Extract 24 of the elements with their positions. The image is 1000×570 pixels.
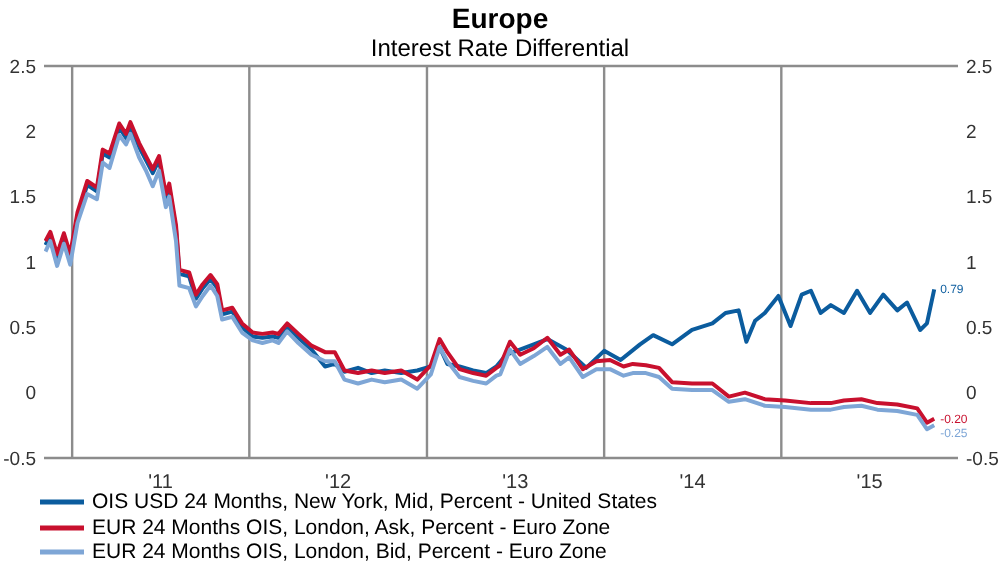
legend-label: EUR 24 Months OIS, London, Ask, Percent - Euro Zone	[92, 515, 611, 540]
chart-subtitle: Interest Rate Differential	[370, 34, 630, 62]
x-tick-label: '14	[679, 472, 707, 495]
y2-tick-label: 2.5	[966, 56, 993, 79]
y-tick-label: -0.5	[3, 448, 36, 471]
y-tick-label: 2	[25, 122, 36, 145]
y2-tick-label: 1.5	[966, 187, 993, 210]
legend-label: OIS USD 24 Months, New York, Mid, Percent - United States	[92, 490, 657, 515]
x-tick-label: '12	[325, 472, 353, 495]
chart-title: Europe	[449, 2, 551, 34]
x-tick-label: '13	[502, 472, 530, 495]
x-tick-label: '11	[148, 472, 174, 495]
y2-tick-label: 2	[966, 122, 977, 145]
y-tick-label: 0	[25, 383, 36, 406]
y2-tick-label: 1	[966, 252, 977, 275]
y2-tick-label: 0.5	[966, 318, 993, 341]
y2-tick-label: 0	[966, 383, 977, 406]
y-tick-label: 2.5	[9, 56, 36, 79]
x-tick-label: '15	[856, 472, 884, 495]
legend-label: EUR 24 Months OIS, London, Bid, Percent - Euro Zone	[92, 540, 607, 565]
y-tick-label: 0.5	[9, 318, 36, 341]
y-tick-label: 1.5	[9, 187, 36, 210]
y2-tick-label: -0.5	[966, 448, 999, 471]
y-tick-label: 1	[25, 252, 36, 275]
